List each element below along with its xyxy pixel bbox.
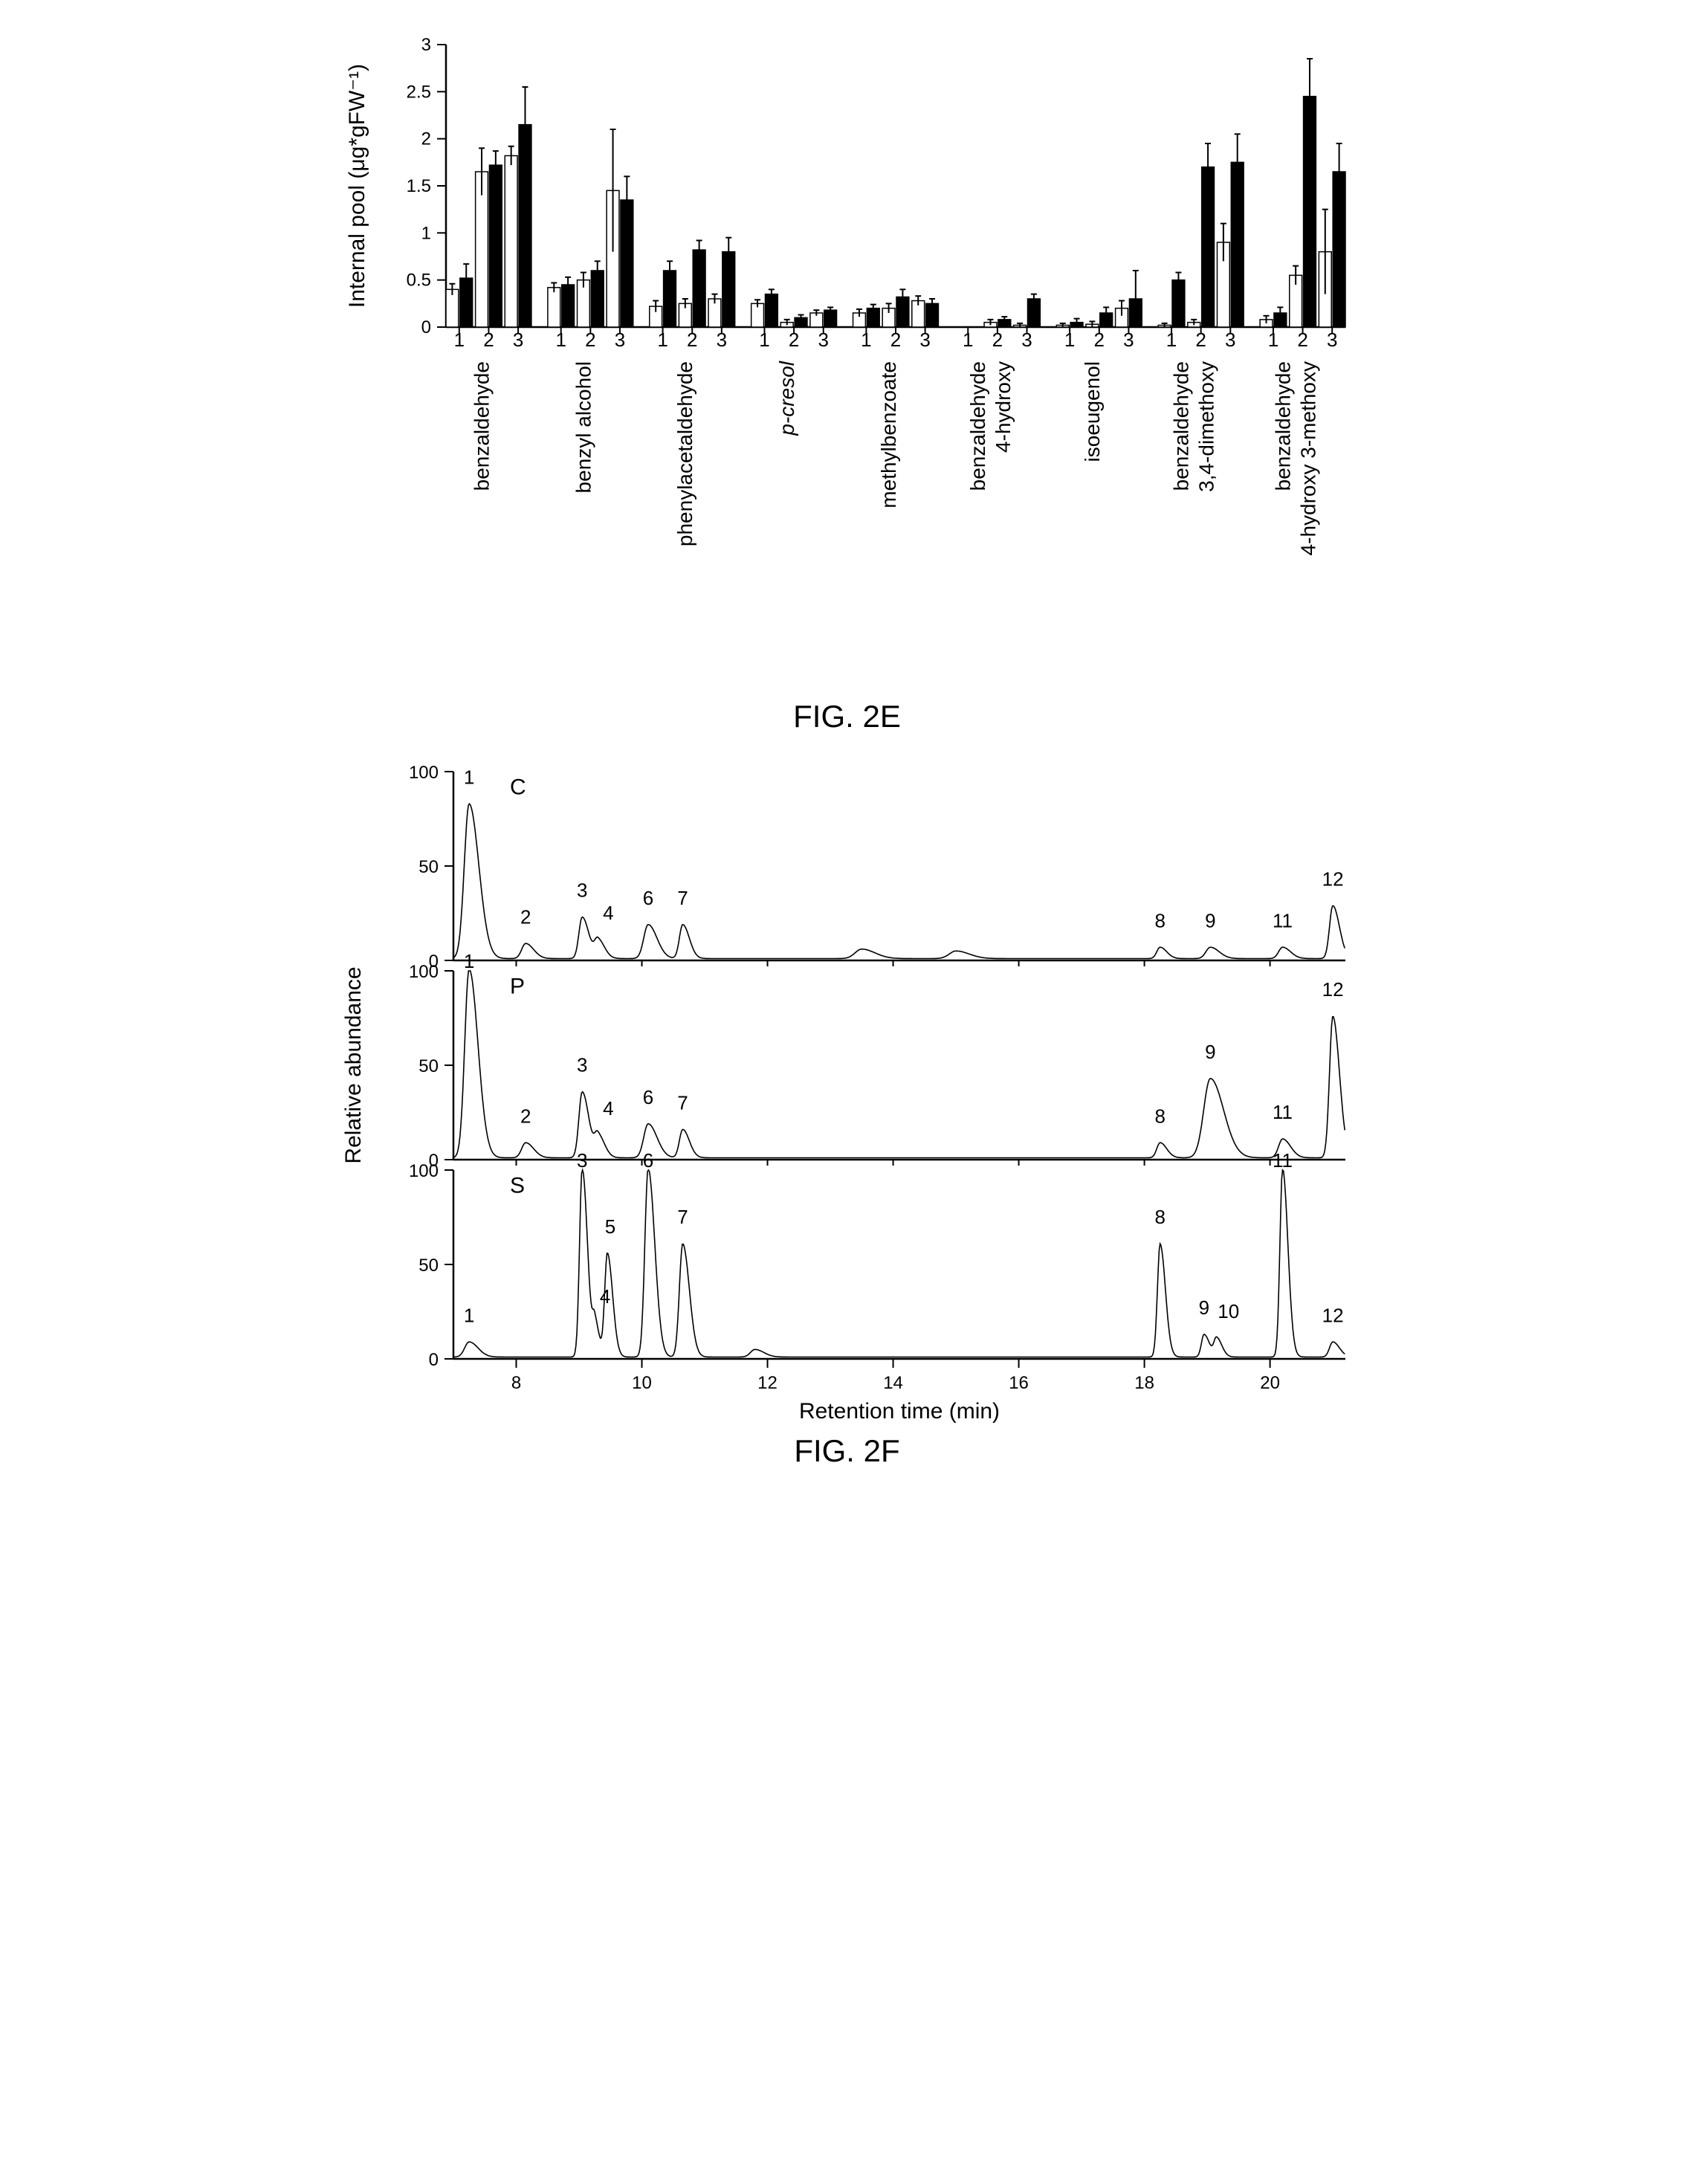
svg-text:8: 8 [1154,1206,1165,1228]
svg-text:12: 12 [1322,1304,1343,1326]
svg-text:10: 10 [1218,1300,1239,1322]
svg-text:benzaldehyde: benzaldehyde [1169,361,1192,491]
svg-text:12: 12 [1322,978,1343,1001]
svg-text:4-hydroxy 3-methoxy: 4-hydroxy 3-methoxy [1296,361,1319,555]
svg-text:50: 50 [418,1056,439,1076]
svg-text:Retention time (min): Retention time (min) [798,1399,999,1424]
svg-text:8: 8 [511,1373,520,1393]
svg-text:2.5: 2.5 [406,82,430,102]
svg-text:7: 7 [677,1206,688,1228]
svg-text:3: 3 [421,35,430,55]
svg-text:methylbenzoate: methylbenzoate [877,361,900,508]
svg-text:4: 4 [603,902,613,924]
svg-text:100: 100 [408,1161,438,1181]
figure-2f-svg: Relative abundance050100C123467891112050… [327,757,1368,1426]
svg-text:100: 100 [408,763,438,783]
svg-text:Relative abundance: Relative abundance [341,966,366,1163]
svg-text:P: P [510,974,525,998]
svg-text:C: C [510,775,526,799]
figure-2f-caption: FIG. 2F [327,1433,1368,1469]
svg-text:4: 4 [599,1285,610,1308]
svg-text:phenylacetaldehyde: phenylacetaldehyde [673,361,696,546]
svg-text:0: 0 [421,317,430,337]
svg-text:9: 9 [1198,1296,1209,1319]
svg-text:isoeugenol: isoeugenol [1080,361,1103,462]
svg-text:1: 1 [463,950,473,972]
svg-text:6: 6 [642,1086,653,1108]
svg-text:10: 10 [632,1373,652,1393]
svg-text:8: 8 [1154,909,1165,931]
svg-text:benzaldehyde: benzaldehyde [1271,361,1294,491]
svg-text:11: 11 [1272,1101,1292,1123]
svg-text:S: S [510,1173,525,1198]
svg-text:3: 3 [577,1149,587,1172]
svg-text:3,4-dimethoxy: 3,4-dimethoxy [1194,361,1218,492]
svg-text:1.5: 1.5 [406,176,430,196]
svg-text:7: 7 [677,887,688,909]
svg-text:11: 11 [1272,909,1292,931]
svg-text:Internal pool (μg*gFW⁻¹): Internal pool (μg*gFW⁻¹) [345,64,369,308]
svg-text:2: 2 [520,905,530,928]
svg-text:3: 3 [577,1054,587,1076]
svg-text:0.5: 0.5 [406,271,430,291]
svg-text:6: 6 [642,887,653,909]
figure-2f-panel: Relative abundance050100C123467891112050… [327,757,1368,1426]
figure-2e-panel: 00.511.522.53Internal pool (μg*gFW⁻¹)123… [327,30,1368,669]
svg-text:benzaldehyde: benzaldehyde [470,361,493,491]
svg-text:4-hydroxy: 4-hydroxy [991,361,1014,453]
svg-text:50: 50 [418,1256,439,1276]
svg-text:6: 6 [642,1149,653,1172]
svg-text:14: 14 [883,1373,903,1393]
svg-text:50: 50 [418,857,439,877]
svg-text:11: 11 [1272,1149,1292,1172]
svg-text:16: 16 [1009,1373,1029,1393]
svg-text:3: 3 [577,879,587,902]
svg-text:20: 20 [1260,1373,1280,1393]
svg-text:benzaldehyde: benzaldehyde [966,361,989,491]
figure-2e-caption: FIG. 2E [327,699,1368,734]
svg-text:12: 12 [757,1373,778,1393]
svg-text:benzyl alcohol: benzyl alcohol [572,361,595,493]
svg-text:2: 2 [520,1105,530,1127]
figure-2e-svg: 00.511.522.53Internal pool (μg*gFW⁻¹)123… [327,30,1368,669]
svg-text:9: 9 [1205,1041,1215,1063]
svg-text:1: 1 [463,766,473,788]
svg-text:9: 9 [1205,909,1215,931]
svg-text:4: 4 [603,1097,613,1120]
svg-text:2: 2 [421,129,430,149]
svg-text:100: 100 [408,962,438,982]
svg-text:5: 5 [604,1215,615,1238]
svg-text:18: 18 [1134,1373,1154,1393]
svg-text:1: 1 [421,223,430,243]
svg-text:0: 0 [428,1350,438,1370]
svg-text:8: 8 [1154,1105,1165,1127]
svg-text:p-cresol: p-cresol [775,361,798,436]
svg-text:7: 7 [677,1092,688,1114]
svg-text:12: 12 [1322,868,1343,890]
svg-text:1: 1 [463,1304,473,1326]
